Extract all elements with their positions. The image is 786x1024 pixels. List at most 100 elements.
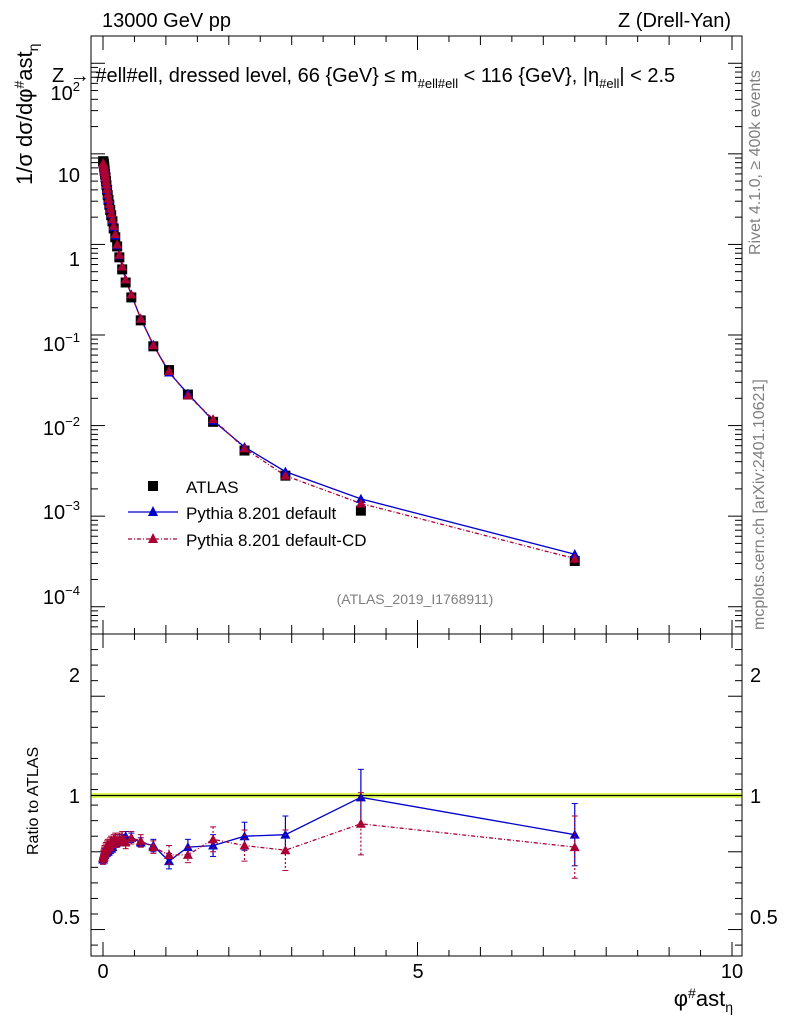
pythia-cd-point — [182, 390, 193, 400]
ratio-pythia-default-point — [208, 840, 219, 850]
legend: ATLAS Pythia 8.201 default Pythia 8.201 … — [128, 478, 367, 550]
pythia-cd-point — [239, 443, 250, 453]
pythia-cd-point — [164, 366, 175, 376]
pythia-cd-point — [355, 498, 366, 508]
ratio-axis-title: Ratio to ATLAS — [25, 747, 42, 855]
main-axis-ticks — [91, 35, 742, 635]
x-tick-label-0: 0 — [97, 961, 108, 983]
y-tick-label-0.0001: 10−4 — [43, 583, 80, 609]
ratio-axis-ticks — [91, 634, 742, 956]
legend-label-pythia-cd: Pythia 8.201 default-CD — [186, 531, 367, 550]
ratio-pythia-cd-point — [182, 849, 193, 859]
ratio-pythia-cd-point — [355, 818, 366, 828]
y-tick-label-0.01: 10−2 — [43, 414, 80, 440]
ratio-tick-label-0.5-left: 0.5 — [52, 907, 80, 929]
ratio-data-marks — [98, 768, 580, 879]
pythia-cd-point — [108, 220, 119, 230]
y-tick-label-100: 102 — [51, 79, 80, 105]
plot-title-sub2: #ell — [599, 76, 619, 91]
ratio-pythia-cd-line — [102, 823, 575, 859]
pythia-cd-point — [280, 470, 291, 480]
pythia-cd-point — [107, 214, 118, 224]
y-axis-title-sup: # — [11, 81, 27, 89]
y-tick-base-0.1: 10 — [43, 334, 65, 356]
ratio-pythia-default-line — [102, 796, 575, 862]
legend-marker-pythia-default — [148, 506, 158, 516]
pythia-cd-point — [104, 198, 115, 208]
pythia-cd-point — [112, 239, 123, 249]
header-right: Z (Drell-Yan) — [618, 10, 731, 32]
pythia-cd-point — [110, 229, 121, 239]
ratio-pythia-cd-point — [135, 835, 146, 845]
ratio-pythia-cd-point — [148, 842, 159, 852]
x-axis-title-sup: # — [688, 985, 696, 1001]
mcplots-label: mcplots.cern.ch [arXiv:2401.10621] — [751, 379, 768, 630]
pythia-cd-point — [126, 289, 137, 299]
rivet-label: Rivet 4.1.0, ≥ 400k events — [747, 70, 764, 255]
pythia-cd-point — [135, 313, 146, 323]
legend-marker-atlas — [148, 481, 158, 491]
series-line-pythia-cd — [102, 162, 575, 560]
y-axis-title-main: 1/σ dσ/dφ — [12, 89, 37, 185]
legend-label-pythia-default: Pythia 8.201 default — [186, 504, 337, 523]
y-tick-exp-0.0001: −4 — [65, 583, 80, 598]
pythia-cd-point — [117, 261, 128, 271]
y-axis-title-sub: η — [25, 44, 41, 52]
analysis-id: (ATLAS_2019_I1768911) — [337, 591, 494, 607]
y-tick-exp-0.1: −1 — [65, 330, 80, 345]
pythia-cd-point — [100, 172, 111, 182]
pythia-cd-point — [101, 179, 112, 189]
legend-marker-pythia-cd — [148, 533, 158, 543]
plot-title: Z → #ell#ell, dressed level, 66 {GeV} ≤ … — [52, 65, 675, 91]
ratio-tick-label-0.5-right: 0.5 — [750, 907, 778, 929]
y-tick-exp-100: 2 — [73, 79, 80, 94]
x-tick-label-10: 10 — [721, 961, 743, 983]
pythia-cd-point — [114, 249, 125, 259]
y-axis-title-mid: ast — [12, 51, 37, 80]
y-tick-base-0.001: 10 — [43, 502, 65, 524]
ratio-tick-label-1-left: 1 — [69, 786, 80, 808]
x-axis-title-main: φ — [674, 986, 688, 1011]
pythia-cd-point — [102, 189, 113, 199]
y-tick-base-0.01: 10 — [43, 418, 65, 440]
pythia-cd-point — [102, 183, 113, 193]
y-tick-base-0.0001: 10 — [43, 587, 65, 609]
plot-title-mid: < 116 {GeV}, |η — [458, 65, 599, 87]
ratio-pythia-default-point — [164, 856, 175, 866]
ratio-tick-label-2-right: 2 — [750, 665, 761, 687]
pythia-cd-point — [103, 193, 114, 203]
y-axis-title: 1/σ dσ/dφ#astη — [11, 44, 41, 185]
ratio-pythia-default-point — [569, 829, 580, 839]
pythia-cd-point — [148, 340, 159, 350]
x-tick-label-5: 5 — [412, 961, 423, 983]
ratio-pythia-cd-point — [164, 849, 175, 859]
ratio-pythia-cd-point — [126, 832, 137, 842]
y-tick-label-0.1: 10−1 — [43, 330, 80, 356]
plot-title-prefix: Z → #ell#ell, dressed level, 66 {GeV} ≤ … — [52, 65, 418, 87]
x-axis-title: φ#astη — [674, 985, 733, 1015]
main-data-marks — [98, 156, 580, 566]
plot-title-suffix: | < 2.5 — [619, 65, 675, 87]
x-axis-title-mid: ast — [696, 986, 725, 1011]
y-tick-exp-0.001: −3 — [65, 498, 80, 513]
plot-title-sub1: #ell#ell — [418, 76, 459, 91]
pythia-cd-point — [106, 208, 117, 218]
ratio-tick-label-2-left: 2 — [69, 665, 80, 687]
y-tick-exp-0.01: −2 — [65, 414, 80, 429]
ratio-pythia-cd-point — [239, 840, 250, 850]
pythia-cd-point — [105, 203, 116, 213]
y-tick-label-0.001: 10−3 — [43, 498, 80, 524]
atlas-point — [355, 505, 366, 516]
y-tick-label-1: 1 — [69, 249, 80, 271]
pythia-cd-point — [120, 274, 131, 284]
x-axis-title-sub: η — [725, 999, 733, 1015]
header-left: 13000 GeV pp — [102, 10, 231, 32]
y-tick-label-10: 10 — [58, 165, 80, 187]
ratio-pythia-cd-point — [280, 845, 291, 855]
ratio-pythia-cd-point — [208, 834, 219, 844]
legend-label-atlas: ATLAS — [186, 478, 239, 497]
ratio-tick-label-1-right: 1 — [750, 786, 761, 808]
y-tick-base-100: 10 — [51, 83, 73, 105]
ratio-pythia-cd-point — [569, 842, 580, 852]
